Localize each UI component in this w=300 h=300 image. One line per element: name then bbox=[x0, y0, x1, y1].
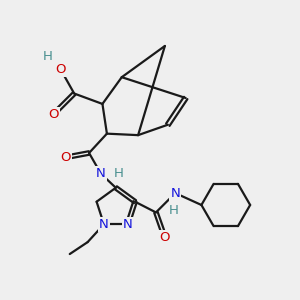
Text: N: N bbox=[123, 218, 133, 231]
Text: O: O bbox=[48, 108, 59, 121]
Text: H: H bbox=[169, 204, 179, 217]
Text: O: O bbox=[160, 231, 170, 244]
Text: H: H bbox=[114, 167, 124, 180]
Text: N: N bbox=[96, 167, 106, 180]
Text: H: H bbox=[43, 50, 52, 63]
Text: O: O bbox=[56, 63, 66, 76]
Text: N: N bbox=[170, 187, 180, 200]
Text: O: O bbox=[60, 151, 70, 164]
Text: N: N bbox=[99, 218, 109, 231]
